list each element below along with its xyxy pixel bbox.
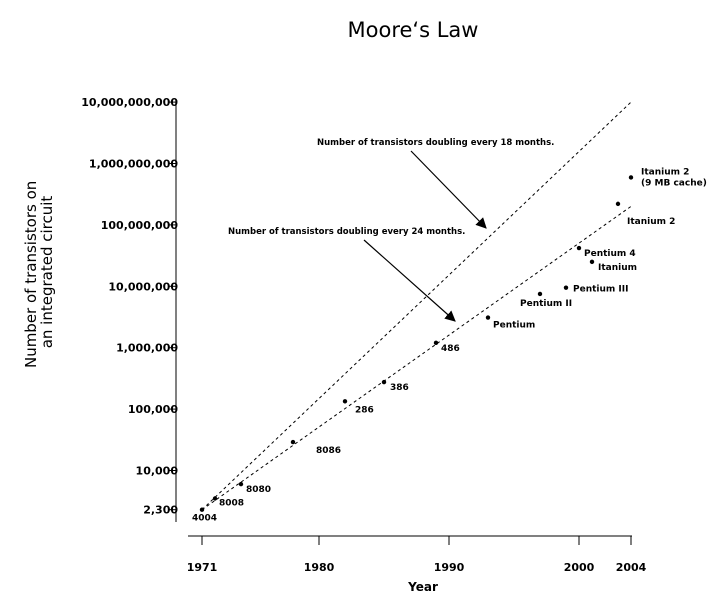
data-point — [576, 245, 582, 251]
y-tick-label: 1,000,000,000 — [89, 158, 178, 171]
y-tick-label: 10,000,000,000 — [81, 96, 178, 109]
data-point-label: Itanium — [598, 263, 637, 273]
data-point-label: 8008 — [219, 498, 244, 508]
y-tick-label: 2,300 — [143, 504, 178, 517]
data-point-label: 386 — [390, 383, 409, 393]
data-point-label: 4004 — [192, 514, 217, 524]
data-point — [238, 481, 244, 487]
data-point — [485, 315, 491, 320]
y-tick-label: 100,000,000 — [101, 219, 179, 232]
data-point-label: Pentium — [493, 321, 535, 331]
x-tick-label: 2004 — [616, 561, 647, 574]
annotation-24-months: Number of transistors doubling every 24 … — [228, 227, 465, 237]
trend-line-1 — [201, 101, 632, 511]
data-point — [212, 496, 218, 501]
data-point — [342, 399, 348, 404]
data-point-label: Pentium 4 — [584, 249, 636, 259]
data-point-label: 8086 — [316, 446, 341, 456]
data-point-label: Itanium 2 (9 MB cache) — [641, 167, 707, 188]
trend-lines — [201, 101, 632, 511]
y-tick-label: 10,000,000 — [108, 280, 178, 293]
x-tick-label: 1980 — [304, 561, 335, 574]
x-tick-label: 1971 — [187, 561, 218, 574]
y-axis-label-line-1: Number of transistors on — [22, 181, 40, 368]
y-axis-label: Number of transistors on an integrated c… — [22, 176, 56, 368]
data-point — [589, 259, 595, 265]
y-tick-label: 1,000,000 — [116, 342, 178, 355]
data-point — [537, 291, 543, 297]
x-axis-label: Year — [407, 580, 438, 594]
annotation-18-months-arrow — [410, 150, 487, 229]
annotation-18-months: Number of transistors doubling every 18 … — [317, 138, 554, 148]
x-axis-ticks: 1971 1980 1990 2000 2004 — [187, 536, 647, 574]
x-tick-label: 2000 — [564, 561, 595, 574]
annotation-24-months-arrow — [363, 239, 456, 322]
y-axis-label-line-2: an integrated circuit — [38, 196, 56, 349]
data-point — [563, 285, 569, 290]
data-point-label: 8080 — [246, 485, 271, 495]
data-point — [615, 201, 621, 207]
x-tick-label: 1990 — [434, 561, 465, 574]
y-tick-label: 100,000 — [128, 403, 178, 416]
data-point-label: Itanium 2 — [627, 217, 675, 227]
data-point — [290, 439, 296, 445]
y-tick-label: 10,000 — [136, 465, 179, 478]
trend-line-2 — [201, 206, 632, 511]
data-point-label: Pentium III — [573, 285, 628, 295]
data-point-label: 286 — [355, 405, 374, 415]
data-point — [199, 507, 205, 512]
data-point — [381, 379, 387, 385]
data-point-label: Pentium II — [520, 299, 572, 309]
data-point — [433, 340, 439, 346]
chart-title: Moore‘s Law — [348, 18, 479, 42]
data-point-label: 486 — [441, 344, 460, 354]
data-point — [628, 175, 634, 180]
y-axis-ticks: 2,300 10,000 100,000 1,000,000 10,000,000 100… — [81, 96, 178, 517]
